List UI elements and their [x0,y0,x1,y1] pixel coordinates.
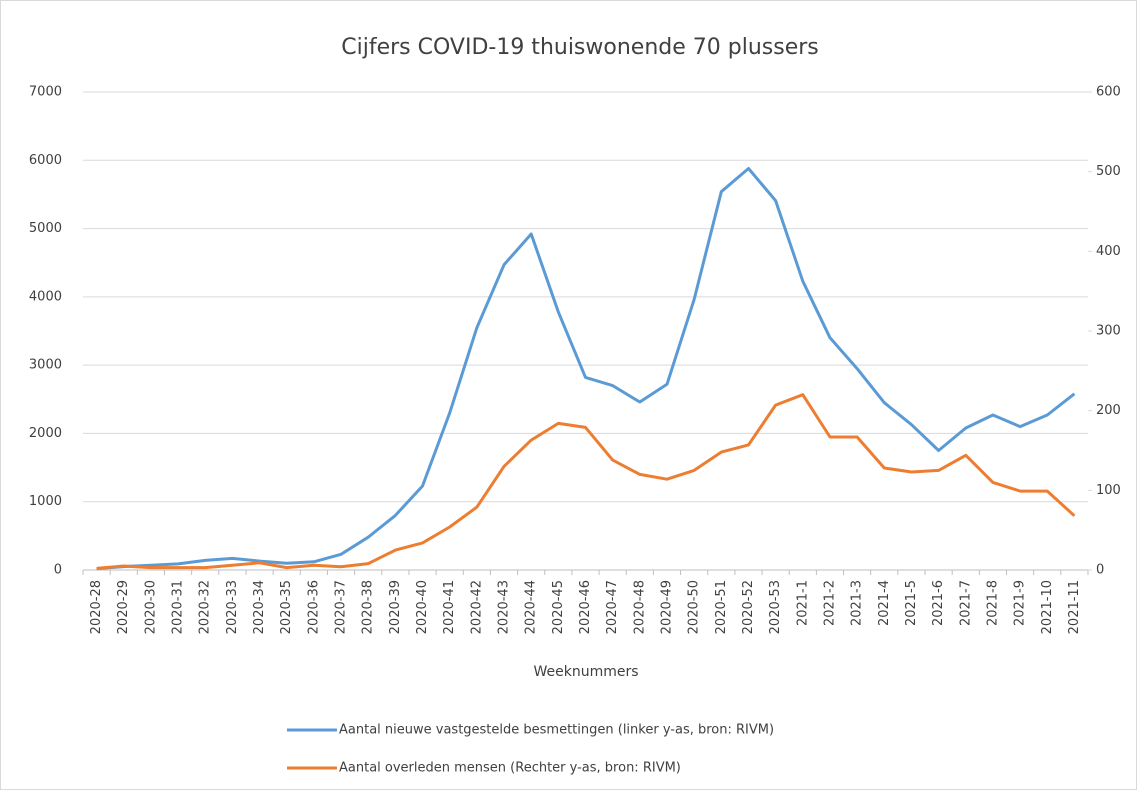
x-tick-label: 2020-37 [334,580,349,634]
series-line [96,393,1076,570]
y2-tick-label: 400 [1096,244,1121,259]
x-tick-label: 2020-43 [497,580,512,634]
legend-label: Aantal overleden mensen (Rechter y-as, b… [339,761,681,776]
x-tick-label: 2020-39 [388,580,403,634]
y-tick-label: 4000 [29,289,62,304]
x-tick-label: 2020-47 [605,580,620,634]
x-tick-label: 2020-28 [89,580,104,634]
x-tick-label: 2021-8 [985,580,1000,626]
x-tick-label: 2021-2 [822,580,837,626]
y-tick-label: 0 [54,563,62,578]
x-tick-label: 2020-31 [171,580,186,634]
x-tick-label: 2020-52 [741,580,756,634]
y-tick-label: 1000 [29,494,62,509]
chart-title: Cijfers COVID-19 thuiswonende 70 plusser… [341,35,819,60]
x-tick-label: 2020-33 [225,580,240,634]
x-tick-label: 2020-29 [116,580,131,634]
y-tick-label: 3000 [29,358,62,373]
x-tick-label: 2020-32 [198,580,213,634]
x-tick-label: 2020-45 [551,580,566,634]
x-tick-label: 2021-9 [1013,580,1028,626]
x-tick-label: 2021-11 [1067,580,1082,634]
x-tick-label: 2020-36 [306,580,321,634]
x-tick-label: 2020-51 [714,580,729,634]
x-tick-label: 2021-4 [877,580,892,626]
x-tick-label: 2020-38 [361,580,376,634]
y2-tick-label: 300 [1096,324,1121,339]
x-tick-label: 2020-42 [469,580,484,634]
x-tick-label: 2021-10 [1040,580,1055,634]
y2-tick-label: 200 [1096,403,1121,418]
y-tick-label: 6000 [29,153,62,168]
y-tick-label: 7000 [29,85,62,100]
x-tick-label: 2020-50 [687,580,702,634]
x-tick-label: 2021-7 [958,580,973,626]
x-tick-label: 2020-30 [143,580,158,634]
x-tick-label: 2021-1 [795,580,810,626]
x-tick-label: 2020-46 [578,580,593,634]
x-tick-label: 2021-5 [904,580,919,626]
y2-tick-label: 600 [1096,85,1121,100]
x-tick-label: 2020-53 [768,580,783,634]
series-line [96,167,1076,571]
x-tick-label: 2020-48 [632,580,647,634]
x-tick-label: 2020-34 [252,580,267,634]
x-tick-label: 2020-35 [279,580,294,634]
x-tick-label: 2020-44 [524,580,539,634]
y2-tick-label: 0 [1096,563,1104,578]
x-tick-label: 2021-6 [931,580,946,626]
y2-tick-label: 500 [1096,164,1121,179]
x-tick-label: 2021-3 [850,580,865,626]
y-tick-label: 5000 [29,221,62,236]
y-tick-label: 2000 [29,426,62,441]
x-tick-label: 2020-41 [442,580,457,634]
y2-tick-label: 100 [1096,483,1121,498]
x-tick-label: 2020-49 [659,580,674,634]
x-tick-label: 2020-40 [415,580,430,634]
legend-label: Aantal nieuwe vastgestelde besmettingen … [339,723,774,738]
x-axis-label: Weeknummers [533,664,638,680]
